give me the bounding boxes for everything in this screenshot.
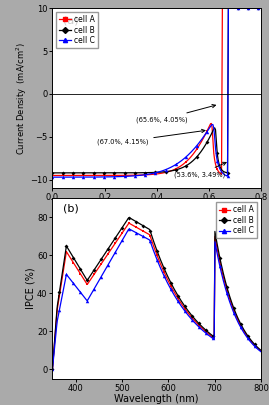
Text: (67.0%, 4.15%): (67.0%, 4.15%) [97,129,205,145]
Legend: cell A, cell B, cell C: cell A, cell B, cell C [216,202,257,239]
Text: (65.6%, 4.05%): (65.6%, 4.05%) [136,104,215,123]
Text: (53.6%, 3.49%): (53.6%, 3.49%) [174,162,226,178]
Y-axis label: IPCE (%): IPCE (%) [26,268,36,309]
Y-axis label: Current Density  (mA/cm$^2$): Current Density (mA/cm$^2$) [14,42,29,155]
Text: (b): (b) [63,204,79,214]
X-axis label: Wavelength (nm): Wavelength (nm) [114,394,199,404]
Legend: cell A, cell B, cell C: cell A, cell B, cell C [56,12,98,48]
Text: (a): (a) [63,15,79,25]
X-axis label: Bias (V): Bias (V) [138,204,176,213]
